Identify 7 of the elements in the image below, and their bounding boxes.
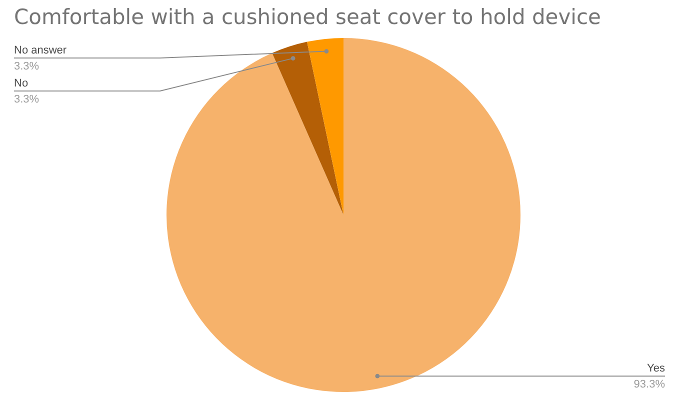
data-label: 3.3% <box>14 94 40 106</box>
slice-label: No answer <box>14 44 67 57</box>
slice-label: Yes <box>647 362 666 375</box>
slice-label: No <box>14 78 28 90</box>
chart-title: Comfortable with a cushioned seat cover to hold device <box>14 5 601 29</box>
data-label: 3.3% <box>14 60 40 73</box>
data-label: 93.3% <box>634 378 666 391</box>
